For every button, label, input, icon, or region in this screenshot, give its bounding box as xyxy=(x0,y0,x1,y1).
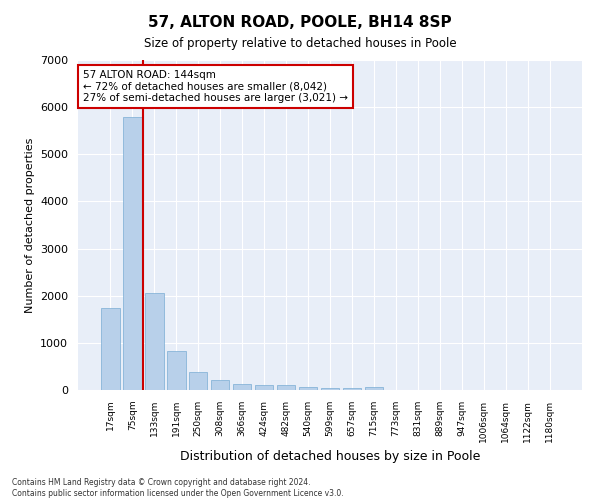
Bar xyxy=(233,384,251,390)
Bar xyxy=(343,388,361,390)
Text: Contains HM Land Registry data © Crown copyright and database right 2024.
Contai: Contains HM Land Registry data © Crown c… xyxy=(12,478,344,498)
X-axis label: Distribution of detached houses by size in Poole: Distribution of detached houses by size … xyxy=(180,450,480,463)
Bar xyxy=(101,308,119,390)
Text: 57, ALTON ROAD, POOLE, BH14 8SP: 57, ALTON ROAD, POOLE, BH14 8SP xyxy=(148,15,452,30)
Bar xyxy=(299,386,317,390)
Bar xyxy=(123,116,142,390)
Bar xyxy=(145,293,164,390)
Bar xyxy=(277,386,295,390)
Bar xyxy=(167,352,185,390)
Text: Size of property relative to detached houses in Poole: Size of property relative to detached ho… xyxy=(143,38,457,51)
Bar xyxy=(211,380,229,390)
Text: 57 ALTON ROAD: 144sqm
← 72% of detached houses are smaller (8,042)
27% of semi-d: 57 ALTON ROAD: 144sqm ← 72% of detached … xyxy=(83,70,348,103)
Y-axis label: Number of detached properties: Number of detached properties xyxy=(25,138,35,312)
Bar xyxy=(365,387,383,390)
Bar xyxy=(320,388,340,390)
Bar xyxy=(189,372,208,390)
Bar xyxy=(255,385,274,390)
